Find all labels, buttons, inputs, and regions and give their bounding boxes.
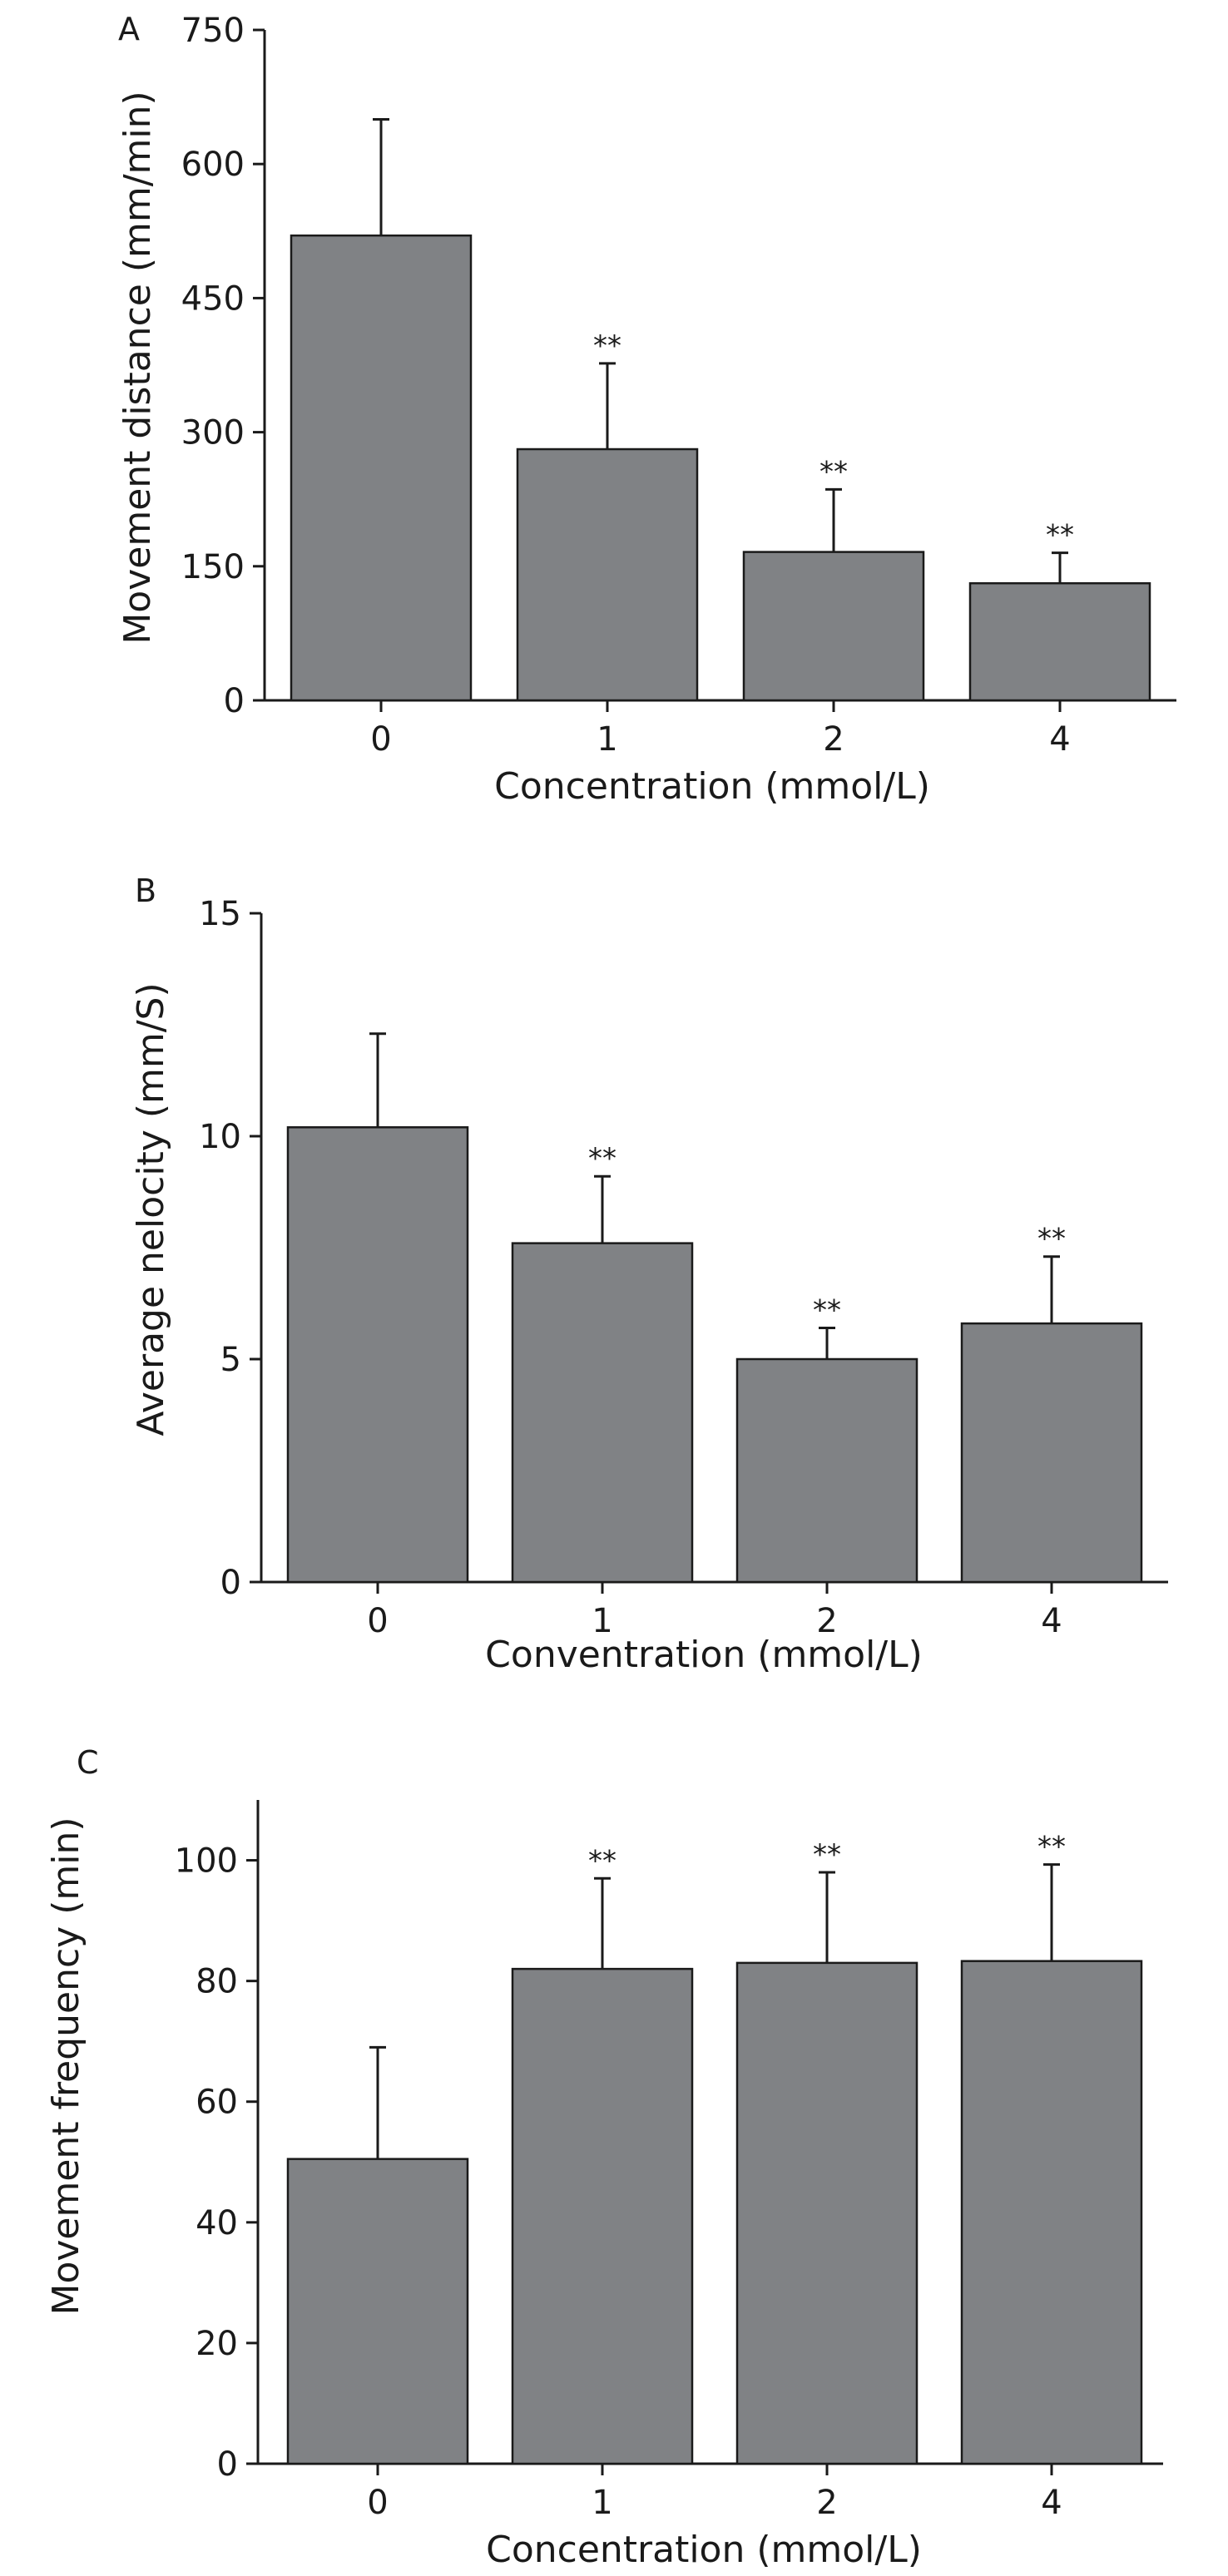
panel-c-x-tick-label: 2 [816, 2484, 837, 2522]
panel-a-bar [290, 234, 473, 702]
panel-a-y-tick-label: 150 [181, 548, 245, 586]
panel-c-bar [960, 1960, 1143, 2465]
panel-a-y-tick-label: 600 [181, 146, 245, 184]
panel-b-y-tick-label: 5 [220, 1341, 241, 1379]
panel-a-x-axis-title: Concentration (mmol/L) [494, 765, 930, 808]
panel-c-chart: C 0 20 40 60 80 100 0 1 ** 2 ** 4 ** Concentration (… [45, 1744, 1163, 2571]
panel-c-significance-label: ** [1037, 1831, 1066, 1864]
panel-c-bar [286, 2158, 469, 2465]
panel-a-y-tick-label: 750 [181, 12, 245, 50]
panel-a-x-tick-label: 1 [597, 720, 617, 759]
panel-a-y-axis-title: Movement distance (mm/min) [116, 91, 159, 644]
panel-c-bar [511, 1967, 694, 2465]
panel-a-bar [968, 581, 1151, 702]
panel-c-y-tick-label: 20 [196, 2325, 238, 2363]
panel-c-x-axis-title: Concentration (mmol/L) [486, 2529, 922, 2571]
panel-b-bar [735, 1357, 919, 1584]
panel-b-y-axis-title: Average nelocity (mm/S) [130, 982, 172, 1436]
panel-b-significance-label: ** [813, 1293, 841, 1327]
panel-a-y-tick-label: 300 [181, 414, 245, 452]
panel-a-x-tick-label: 4 [1049, 720, 1070, 759]
panel-a-x-tick-label: 0 [370, 720, 391, 759]
panel-c-y-tick-label: 60 [196, 2084, 238, 2122]
panel-c-x-tick-label: 4 [1041, 2484, 1062, 2522]
panel-a-bar [516, 447, 699, 702]
panel-a-y-tick-label: 450 [181, 279, 245, 318]
panel-c-significance-label: ** [813, 1838, 841, 1871]
panel-b-bar [511, 1242, 694, 1584]
panel-a-y-tick-label: 0 [224, 682, 245, 720]
panel-b-x-tick-label: 1 [592, 1602, 612, 1640]
panel-b-bar [960, 1322, 1143, 1584]
panel-b-letter: B [135, 873, 156, 909]
panel-c-y-tick-label: 0 [217, 2445, 238, 2484]
panel-b-significance-label: ** [588, 1142, 616, 1175]
panel-c-y-tick-label: 100 [175, 1842, 238, 1881]
panel-a-significance-label: ** [819, 455, 848, 488]
panel-a-bar [742, 551, 925, 702]
panel-b-x-tick-label: 0 [367, 1602, 388, 1640]
panel-c-letter: C [77, 1744, 99, 1781]
panel-b-x-axis-title: Conventration (mmol/L) [485, 1634, 923, 1676]
panel-c-x-tick-label: 1 [592, 2484, 612, 2522]
panel-a-chart: A 0 150 300 450 600 750 0 1 ** 2 ** 4 ** Concentrati… [116, 11, 1176, 808]
panel-a-significance-label: ** [1046, 519, 1074, 552]
panel-a-significance-label: ** [593, 329, 621, 363]
panel-c-y-tick-label: 80 [196, 1963, 238, 2001]
panel-b-bar [286, 1126, 469, 1584]
panel-b-x-tick-label: 2 [816, 1602, 837, 1640]
panel-c-y-tick-label: 40 [196, 2204, 238, 2242]
panel-c-significance-label: ** [588, 1844, 616, 1877]
panel-a-x-tick-label: 2 [823, 720, 844, 759]
panel-b-y-tick-label: 15 [199, 895, 241, 933]
panel-c-y-axis-title: Movement frequency (min) [45, 1817, 87, 2315]
panel-a-letter: A [118, 11, 140, 47]
panel-c-x-tick-label: 0 [367, 2484, 388, 2522]
panel-b-y-tick-label: 10 [199, 1118, 241, 1156]
panel-c-bar [735, 1961, 919, 2465]
panel-b-y-tick-label: 0 [220, 1564, 241, 1602]
panel-b-x-tick-label: 4 [1041, 1602, 1062, 1640]
panel-b-significance-label: ** [1037, 1223, 1066, 1256]
panel-b-chart: B 0 5 10 15 0 1 ** 2 ** 4 ** Conventration (mmol/L… [130, 873, 1168, 1676]
